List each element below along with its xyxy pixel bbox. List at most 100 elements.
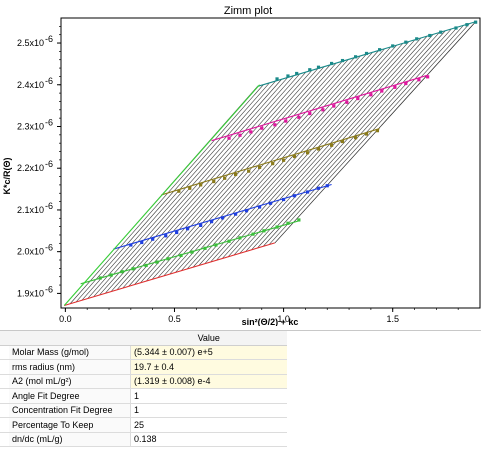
data-point-3-3	[164, 234, 168, 238]
data-point-1-6	[297, 115, 301, 119]
grid-line	[216, 39, 416, 261]
result-name: rms radius (nm)	[9, 359, 131, 375]
x-tick-label: 0.0	[59, 314, 72, 324]
data-point-1-15	[404, 81, 408, 86]
data-point-4-17	[297, 218, 301, 222]
data-point-4-10	[214, 243, 218, 247]
data-point-3-9	[233, 212, 238, 216]
y-axis-ticks: 1.9x10 -62.0x10 -62.1x10 -62.2x10 -62.3x10 -6…	[17, 25, 61, 298]
result-name: A2 (mol mL/g²)	[9, 374, 131, 389]
data-point-2-2	[199, 183, 203, 187]
data-point-1-10	[345, 100, 349, 104]
results-body: Molar Mass (g/mol) (5.344 ± 0.007) e+5 rms…	[0, 345, 287, 447]
data-point-4-6	[166, 257, 170, 261]
data-point-0-6	[340, 58, 345, 63]
grid-line	[134, 64, 331, 285]
y-axis-label: K*c/R(Θ)	[2, 157, 12, 194]
row-gutter	[0, 432, 9, 447]
y-tick-exponent: -6	[45, 159, 53, 169]
data-point-0-15	[454, 26, 458, 30]
y-tick-label: 2.3x10	[17, 121, 44, 131]
data-point-2-17	[375, 129, 380, 133]
result-value: 0.138	[130, 432, 287, 447]
data-point-0-8	[364, 51, 369, 56]
data-point-4-9	[203, 246, 207, 250]
grid-line	[251, 28, 452, 251]
data-point-2-5	[233, 172, 238, 177]
data-point-2-10	[292, 154, 297, 159]
grid-line	[75, 82, 270, 303]
grid-line	[268, 23, 470, 245]
result-row: Molar Mass (g/mol) (5.344 ± 0.007) e+5	[0, 345, 287, 360]
x-axis-ticks: 0.0 0.5 1.0 1.5	[59, 308, 459, 324]
y-tick-label: 1.9x10	[17, 288, 44, 298]
data-point-2-15	[354, 136, 358, 140]
data-point-2-12	[316, 147, 321, 151]
data-point-2-3	[212, 179, 216, 184]
data-point-0-2	[295, 71, 299, 76]
grid-line	[233, 34, 434, 256]
data-point-3-16	[316, 186, 321, 190]
data-point-3-8	[220, 216, 225, 220]
data-point-4-11	[227, 239, 231, 243]
grid-line	[204, 43, 404, 264]
grid-line	[157, 57, 355, 278]
y-tick-label: 2.4x10	[17, 80, 44, 90]
data-point-3-10	[244, 209, 249, 213]
data-point-1-11	[356, 96, 360, 101]
result-row: Angle Fit Degree 1	[0, 388, 287, 404]
grid-line	[210, 41, 410, 263]
fit-line-5	[64, 242, 276, 307]
data-point-0-13	[428, 33, 432, 38]
grid-line	[122, 68, 319, 289]
result-row: Concentration Fit Degree 1	[0, 403, 287, 418]
result-value: 1	[130, 388, 287, 404]
data-point-3-5	[185, 227, 190, 231]
result-name: Molar Mass (g/mol)	[9, 345, 131, 360]
data-point-1-12	[369, 93, 373, 97]
data-point-1-0	[227, 136, 231, 140]
data-point-4-4	[144, 263, 148, 268]
data-point-1-9	[332, 104, 336, 108]
data-point-0-5	[330, 61, 334, 66]
data-point-1-8	[321, 108, 325, 112]
x-tick-label: 0.5	[168, 314, 181, 324]
y-tick-exponent: -6	[45, 117, 53, 127]
grid-line	[140, 62, 337, 284]
data-point-2-1	[188, 186, 192, 190]
data-point-0-9	[378, 48, 382, 52]
grid-line	[87, 79, 282, 299]
data-point-0-16	[465, 23, 469, 27]
data-points	[98, 20, 478, 280]
data-point-0-12	[415, 37, 419, 41]
result-value: 1	[130, 403, 287, 418]
grid-line	[169, 53, 367, 275]
data-point-3-2	[151, 237, 155, 241]
data-point-0-17	[474, 20, 478, 24]
data-point-4-5	[155, 260, 159, 264]
data-point-0-3	[308, 68, 312, 72]
data-point-3-6	[199, 223, 203, 227]
x-tick-label: 1.5	[386, 314, 399, 324]
data-point-1-7	[308, 111, 312, 116]
data-point-3-13	[281, 197, 286, 202]
grid-line	[262, 25, 464, 247]
x-tick-label: 1.0	[277, 314, 290, 324]
y-tick-exponent: -6	[45, 201, 53, 211]
result-row: A2 (mol mL/g²) (1.319 ± 0.008) e-4	[0, 374, 287, 389]
y-tick-label: 2.2x10	[17, 163, 44, 173]
data-point-3-4	[175, 230, 179, 235]
grid-line	[163, 55, 361, 277]
data-point-1-5	[284, 119, 288, 123]
data-point-1-14	[393, 85, 397, 89]
data-point-3-12	[268, 201, 273, 205]
result-value: (1.319 ± 0.008) e-4	[130, 374, 287, 389]
results-table: Value Molar Mass (g/mol) (5.344 ± 0.007) …	[0, 331, 287, 447]
grid-line	[227, 35, 428, 258]
data-point-2-6	[247, 169, 251, 173]
grid-line	[239, 32, 440, 254]
data-point-1-17	[426, 75, 430, 79]
grid-line	[198, 44, 398, 266]
name-column-header	[9, 331, 131, 346]
y-tick-exponent: -6	[45, 34, 53, 44]
